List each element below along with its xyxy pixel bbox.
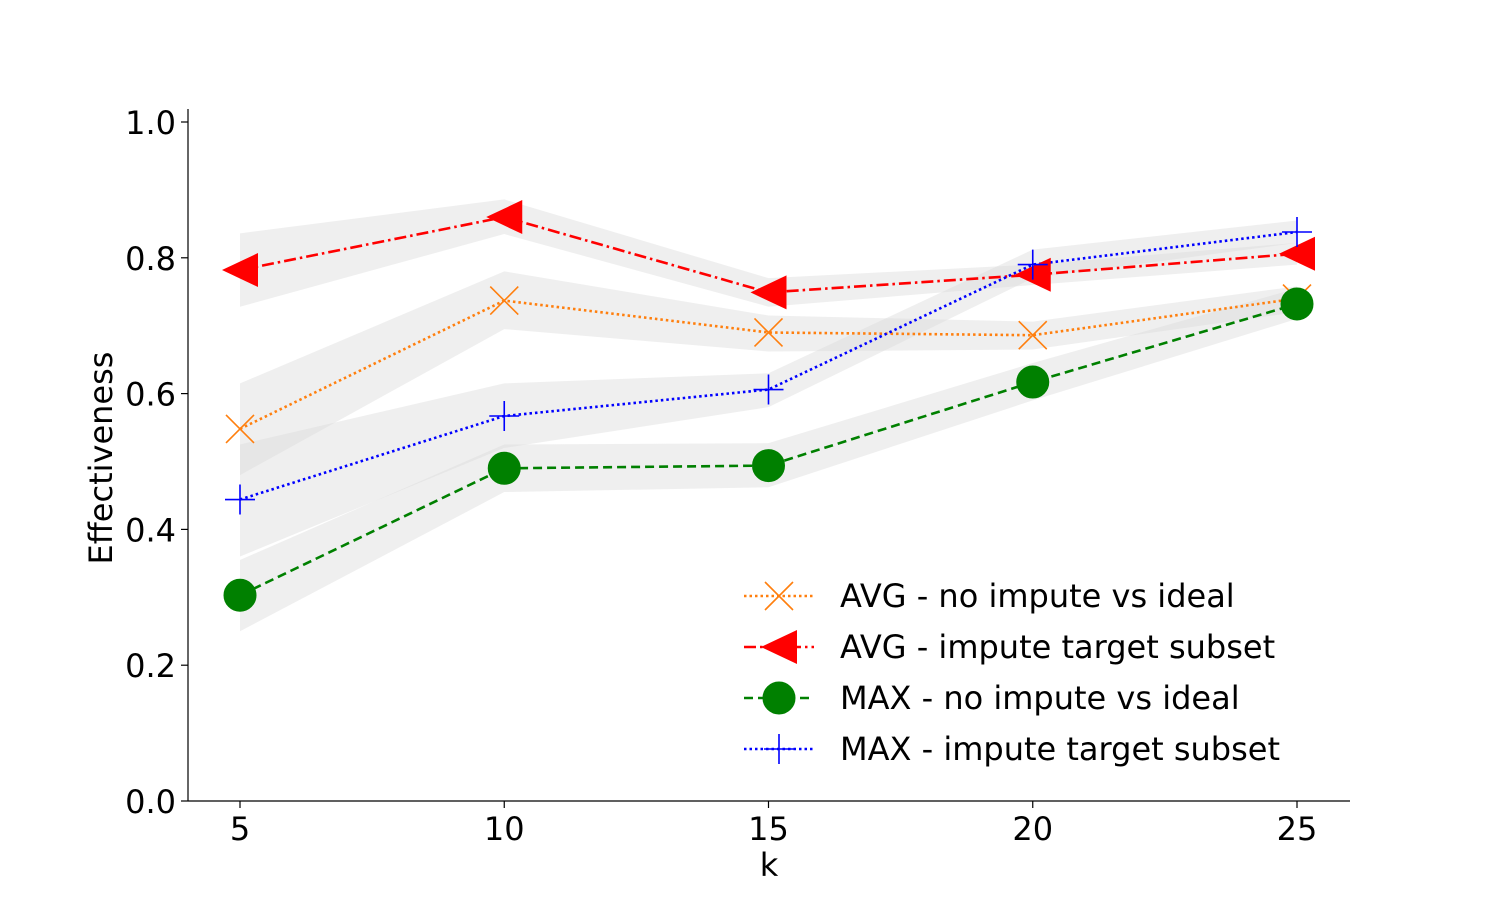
x-tick-label: 20 [1012,810,1053,848]
series-line [239,302,1298,597]
data-point [1018,320,1048,350]
confidence-band [240,271,1297,476]
data-point [750,275,787,310]
y-tick-label: 0.0 [125,783,176,821]
data-point [489,401,520,432]
data-point [487,451,521,485]
y-tick-label: 1.0 [125,104,176,142]
legend-entry: AVG - no impute vs ideal [744,577,1235,615]
data-point [225,484,255,515]
x-tick-label: 5 [230,810,250,848]
data-point [1017,249,1048,280]
legend-label: AVG - no impute vs ideal [840,577,1235,615]
data-point [225,414,255,444]
data-point [1279,236,1315,271]
data-point [1282,216,1312,247]
data-point [489,286,519,316]
data-point [752,449,785,483]
legend-marker [761,630,797,664]
legend-marker [764,734,794,764]
series-markers [222,200,1315,612]
legend-entry: AVG - impute target subset [744,628,1275,666]
x-tick-label: 10 [484,810,525,848]
legend-entry: MAX - impute target subset [744,730,1280,768]
data-point [223,578,257,612]
x-tick-label: 15 [748,810,789,848]
data-point [1016,365,1050,399]
y-tick-label: 0.8 [125,240,176,278]
x-ticks: 5 10 15 20 25 [230,801,1318,848]
data-point [753,317,784,348]
y-tick-label: 0.6 [125,376,176,414]
legend-label: MAX - impute target subset [840,730,1280,768]
data-point [753,374,784,405]
legend-entry: MAX - no impute vs ideal [744,679,1240,717]
x-tick-label: 25 [1277,810,1318,848]
legend-label: MAX - no impute vs ideal [840,679,1240,717]
legend-marker [762,681,796,715]
confidence-bands [240,199,1297,632]
data-point [1280,287,1314,321]
x-axis-label: k [760,846,779,884]
legend: AVG - no impute vs ideal AVG - impute tar… [744,577,1280,768]
data-point [486,200,523,235]
y-axis-label: Effectiveness [82,352,120,565]
data-point [222,253,258,288]
legend-label: AVG - impute target subset [840,628,1275,666]
y-tick-label: 0.2 [125,647,176,685]
y-ticks: 0.0 0.2 0.4 0.6 0.8 1.0 [125,104,188,821]
y-tick-label: 0.4 [125,511,176,549]
legend-marker [764,581,794,611]
series-line [239,297,1298,431]
